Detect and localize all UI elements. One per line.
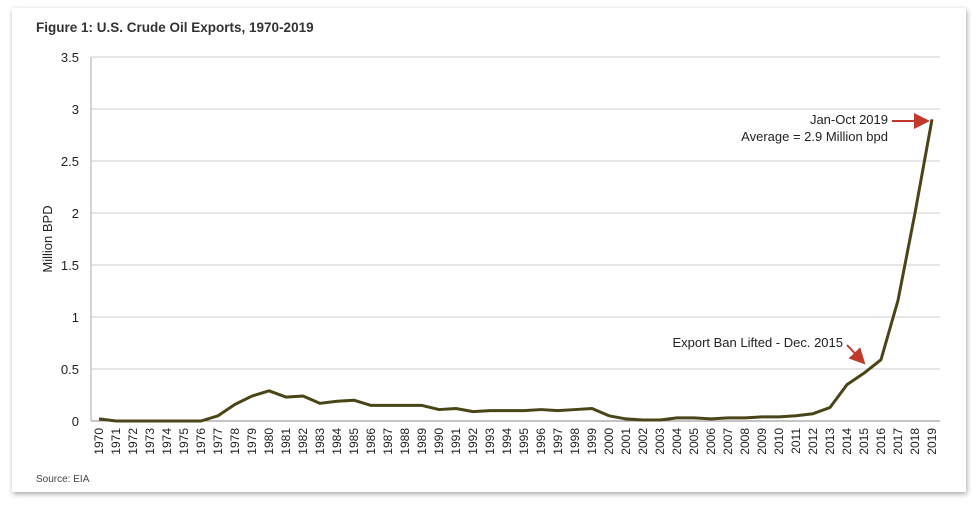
- x-tick-label: 1986: [364, 428, 378, 455]
- x-tick-label: 2013: [823, 428, 837, 455]
- x-tick-label: 1979: [245, 428, 259, 455]
- x-tick-label: 1994: [500, 428, 514, 455]
- x-tick-label: 2018: [908, 428, 922, 455]
- x-tick-label: 2007: [721, 428, 735, 455]
- x-tick-label: 2009: [755, 428, 769, 455]
- x-tick-label: 2008: [738, 428, 752, 455]
- x-tick-label: 1971: [109, 428, 123, 455]
- x-tick-label: 1978: [228, 428, 242, 455]
- x-tick-label: 1970: [92, 428, 106, 455]
- x-tick-label: 1997: [551, 428, 565, 455]
- x-tick-label: 1991: [449, 428, 463, 455]
- x-tick-label: 1999: [585, 428, 599, 455]
- x-tick-label: 1983: [313, 428, 327, 455]
- x-tick-label: 2002: [636, 428, 650, 455]
- y-tick-label: 3: [72, 102, 79, 117]
- x-tick-label: 2000: [602, 428, 616, 455]
- x-tick-label: 1992: [466, 428, 480, 455]
- x-tick-label: 1988: [398, 428, 412, 455]
- annotation-arrow: [846, 344, 866, 365]
- x-tick-label: 1996: [534, 428, 548, 455]
- y-tick-label: 2.5: [61, 154, 79, 169]
- x-tick-label: 2004: [670, 428, 684, 455]
- annotation-text: Average = 2.9 Million bpd: [741, 129, 888, 144]
- x-tick-label: 2017: [891, 428, 905, 455]
- x-tick-label: 2010: [772, 428, 786, 455]
- x-tick-label: 1984: [330, 428, 344, 455]
- x-tick-label: 1974: [160, 428, 174, 455]
- y-tick-label: 3.5: [61, 50, 79, 65]
- x-tick-label: 2014: [840, 428, 854, 455]
- x-tick-label: 1977: [211, 428, 225, 455]
- series-line: [98, 119, 934, 423]
- x-tick-label: 1998: [568, 428, 582, 455]
- x-tick-label: 2011: [789, 428, 803, 454]
- y-tick-label: 2: [72, 206, 79, 221]
- x-tick-label: 1987: [381, 428, 395, 455]
- x-tick-label: 2015: [857, 428, 871, 455]
- x-tick-label: 1981: [279, 428, 293, 455]
- x-tick-label: 1995: [517, 428, 531, 455]
- y-tick-label: 0: [72, 414, 79, 429]
- x-tick-label: 1989: [415, 428, 429, 455]
- x-tick-label: 2001: [619, 428, 633, 455]
- x-tick-label: 1980: [262, 428, 276, 455]
- x-tick-label: 1985: [347, 428, 361, 455]
- x-tick-label: 2005: [687, 428, 701, 455]
- x-tick-label: 1993: [483, 428, 497, 455]
- x-tick-label: 1973: [143, 428, 157, 455]
- x-tick-label: 1972: [126, 428, 140, 455]
- x-tick-label: 2019: [925, 428, 939, 455]
- y-tick-label: 0.5: [61, 362, 79, 377]
- chart-title: Figure 1: U.S. Crude Oil Exports, 1970-2…: [36, 20, 314, 35]
- annotation-text: Jan-Oct 2019: [810, 112, 888, 127]
- x-tick-label: 2003: [653, 428, 667, 455]
- x-tick-label: 2012: [806, 428, 820, 455]
- x-tick-label: 2006: [704, 428, 718, 455]
- y-tick-label: 1: [72, 310, 79, 325]
- x-tick-label: 1975: [177, 428, 191, 455]
- y-tick-label: 1.5: [61, 258, 79, 273]
- x-tick-label: 2016: [874, 428, 888, 455]
- annotation-text: Export Ban Lifted - Dec. 2015: [672, 335, 843, 350]
- x-tick-label: 1990: [432, 428, 446, 455]
- x-tick-label: 1982: [296, 428, 310, 455]
- x-tick-label: 1976: [194, 428, 208, 455]
- source-note: Source: EIA: [36, 474, 90, 485]
- y-axis-label: Million BPD: [40, 205, 55, 272]
